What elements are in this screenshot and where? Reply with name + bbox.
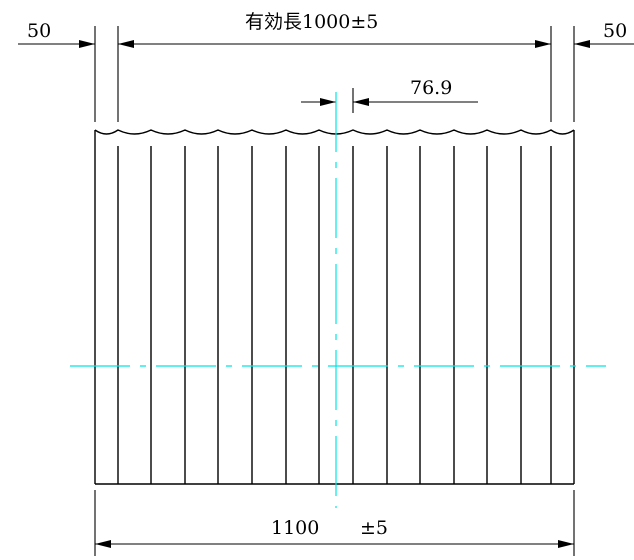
pitch-label: 76.9 [410, 77, 452, 99]
left-overlap-label: 50 [27, 20, 51, 42]
pitch-dimension: 76.9 [301, 77, 478, 113]
right-overlap-arrow [574, 40, 590, 48]
bottom-dimension: 1100 ±5 [94, 490, 575, 556]
total-width-value: 1100 [271, 517, 319, 539]
right-overlap-label: 50 [603, 20, 627, 42]
total-width-arrow-right [558, 540, 574, 548]
total-width-tolerance: ±5 [360, 517, 388, 539]
sheet-body [94, 129, 575, 485]
corrugation-profile [94, 129, 575, 135]
pitch-arrow-right [353, 98, 369, 106]
effective-length-label: 有効長1000±5 [245, 11, 378, 33]
corrugation-lines [117, 146, 552, 484]
total-width-arrow-left [95, 540, 111, 548]
top-dimension: 50 有効長1000±5 50 [18, 11, 634, 122]
left-overlap-arrow [79, 40, 95, 48]
pitch-arrow-left [320, 98, 336, 106]
effective-length-arrow-right [535, 40, 551, 48]
effective-length-arrow-left [118, 40, 134, 48]
